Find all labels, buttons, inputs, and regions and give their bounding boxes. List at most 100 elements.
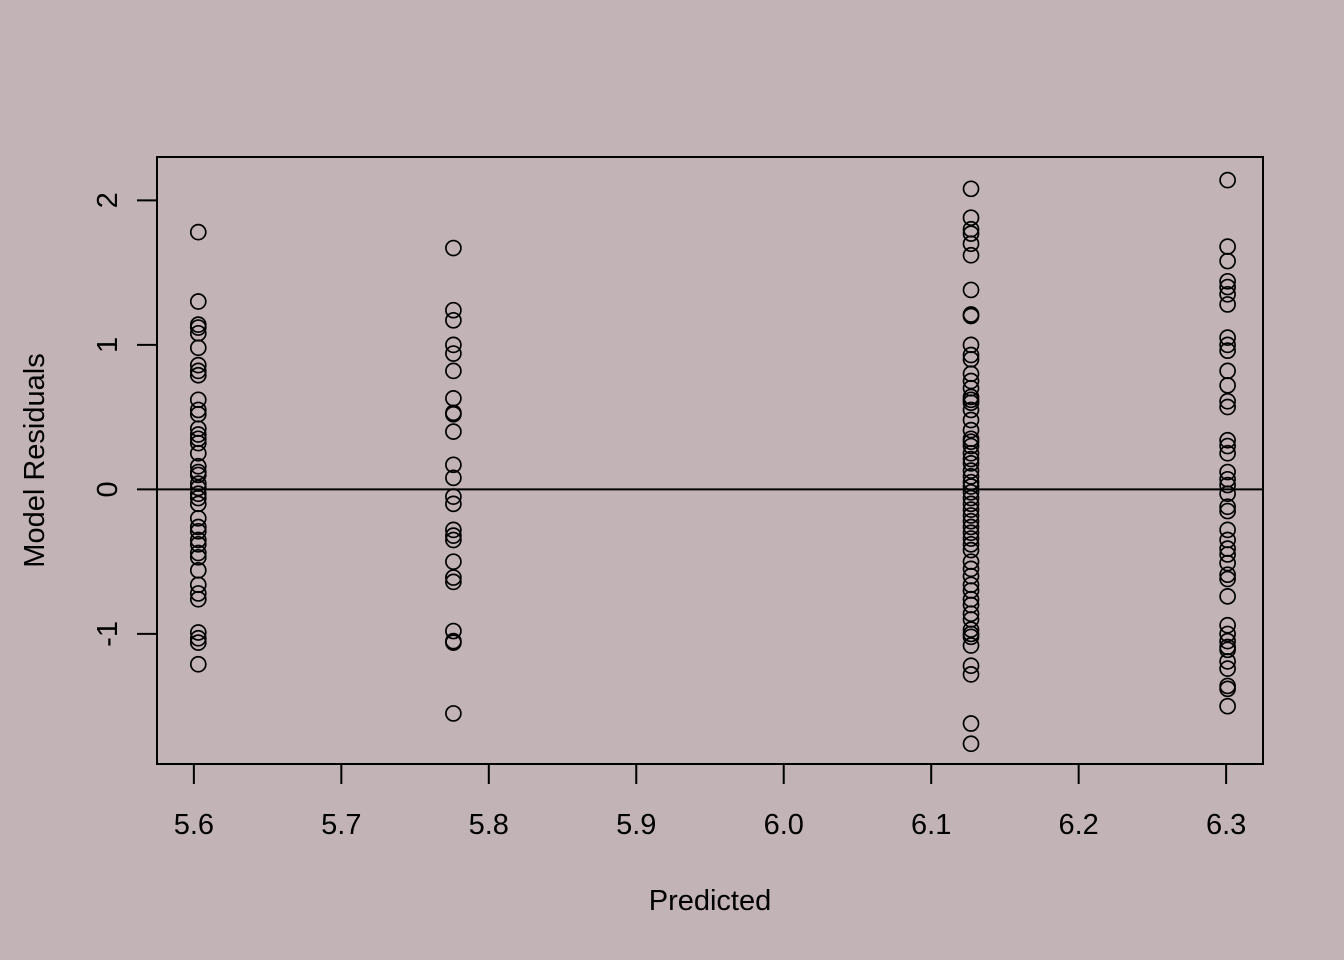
- y-axis-label: Model Residuals: [19, 353, 51, 567]
- data-point: [189, 223, 207, 241]
- data-point: [962, 518, 980, 536]
- data-point: [962, 235, 980, 253]
- data-point: [189, 548, 207, 566]
- data-point: [1219, 680, 1236, 698]
- data-point: [445, 405, 462, 423]
- data-point: [1219, 498, 1236, 516]
- data-point: [962, 621, 980, 638]
- data-point: [962, 462, 980, 479]
- data-point: [1219, 625, 1236, 643]
- data-point: [1219, 521, 1236, 539]
- data-point: [962, 666, 980, 683]
- data-point: [1219, 171, 1236, 189]
- x-tick-label: 5.9: [616, 809, 656, 841]
- data-point: [1219, 653, 1236, 670]
- data-point: [189, 366, 207, 384]
- data-point: [189, 293, 207, 310]
- data-point: [1219, 252, 1236, 270]
- data-point: [962, 246, 980, 264]
- data-point: [962, 346, 980, 364]
- data-point: [445, 527, 462, 545]
- data-point: [962, 455, 980, 472]
- data-point: [962, 735, 980, 753]
- data-point: [189, 535, 207, 553]
- data-point: [189, 479, 207, 497]
- data-point: [1219, 329, 1236, 347]
- data-point: [962, 180, 980, 198]
- data-point: [1219, 616, 1236, 634]
- data-point: [962, 394, 980, 412]
- data-point: [962, 605, 980, 623]
- data-point: [962, 433, 980, 451]
- data-point: [445, 622, 462, 640]
- data-point: [189, 485, 207, 503]
- data-point: [445, 569, 462, 586]
- data-point: [189, 531, 207, 549]
- data-point: [1219, 566, 1236, 584]
- data-point: [1219, 485, 1236, 503]
- data-point: [962, 560, 980, 578]
- data-point: [189, 629, 207, 647]
- data-point: [445, 634, 462, 651]
- data-point: [962, 507, 980, 524]
- data-point: [1219, 502, 1236, 520]
- data-point: [445, 531, 462, 549]
- data-point: [1219, 444, 1236, 462]
- data-point: [445, 345, 462, 362]
- y-tick-label: 0: [92, 481, 124, 497]
- data-point: [1219, 272, 1236, 290]
- x-tick-label: 6.0: [764, 809, 804, 841]
- data-point: [1219, 546, 1236, 563]
- y-tick-label: 1: [92, 337, 124, 353]
- data-point: [189, 401, 207, 419]
- data-point: [445, 469, 462, 487]
- data-point: [962, 450, 980, 468]
- data-point: [189, 434, 207, 452]
- data-point: [1219, 431, 1236, 449]
- data-point: [962, 541, 980, 559]
- data-point: [962, 657, 980, 675]
- data-point: [1219, 660, 1236, 677]
- data-point: [962, 483, 980, 501]
- data-point: [189, 466, 207, 484]
- data-point: [445, 362, 462, 380]
- data-point: [189, 518, 207, 536]
- data-point: [1219, 376, 1236, 394]
- x-tick-label: 6.2: [1059, 809, 1099, 841]
- data-point: [962, 209, 980, 227]
- data-point: [445, 423, 462, 440]
- data-point: [445, 456, 462, 474]
- data-point: [1219, 463, 1236, 481]
- data-point: [1219, 476, 1236, 494]
- data-point: [189, 655, 207, 673]
- data-point: [1219, 398, 1236, 416]
- x-axis-label: Predicted: [649, 885, 772, 917]
- data-point: [189, 544, 207, 562]
- data-point: [445, 239, 462, 257]
- data-point: [962, 489, 980, 507]
- data-point: [962, 372, 980, 390]
- data-point: [189, 356, 207, 374]
- data-point: [962, 411, 980, 429]
- y-tick-label: 2: [92, 192, 124, 208]
- data-point: [962, 535, 980, 553]
- data-point: [962, 225, 980, 242]
- data-point: [962, 307, 980, 325]
- data-point: [1219, 342, 1236, 360]
- x-axis: 5.6 5.7 5.8 5.9 6.0 6.1 6.2 6.3: [174, 763, 1246, 841]
- data-point: [445, 705, 462, 722]
- data-point: [1219, 632, 1236, 650]
- data-point: [189, 444, 207, 462]
- y-axis: -1 0 1 2: [92, 192, 158, 647]
- data-point: [1219, 554, 1236, 572]
- data-point: [962, 637, 980, 654]
- x-tick-label: 6.3: [1206, 809, 1246, 841]
- data-point: [445, 495, 462, 513]
- data-point: [189, 319, 207, 336]
- data-point: [1219, 588, 1236, 605]
- data-point: [962, 628, 980, 646]
- data-point: [445, 573, 462, 591]
- data-point: [445, 311, 462, 329]
- data-point: [962, 501, 980, 518]
